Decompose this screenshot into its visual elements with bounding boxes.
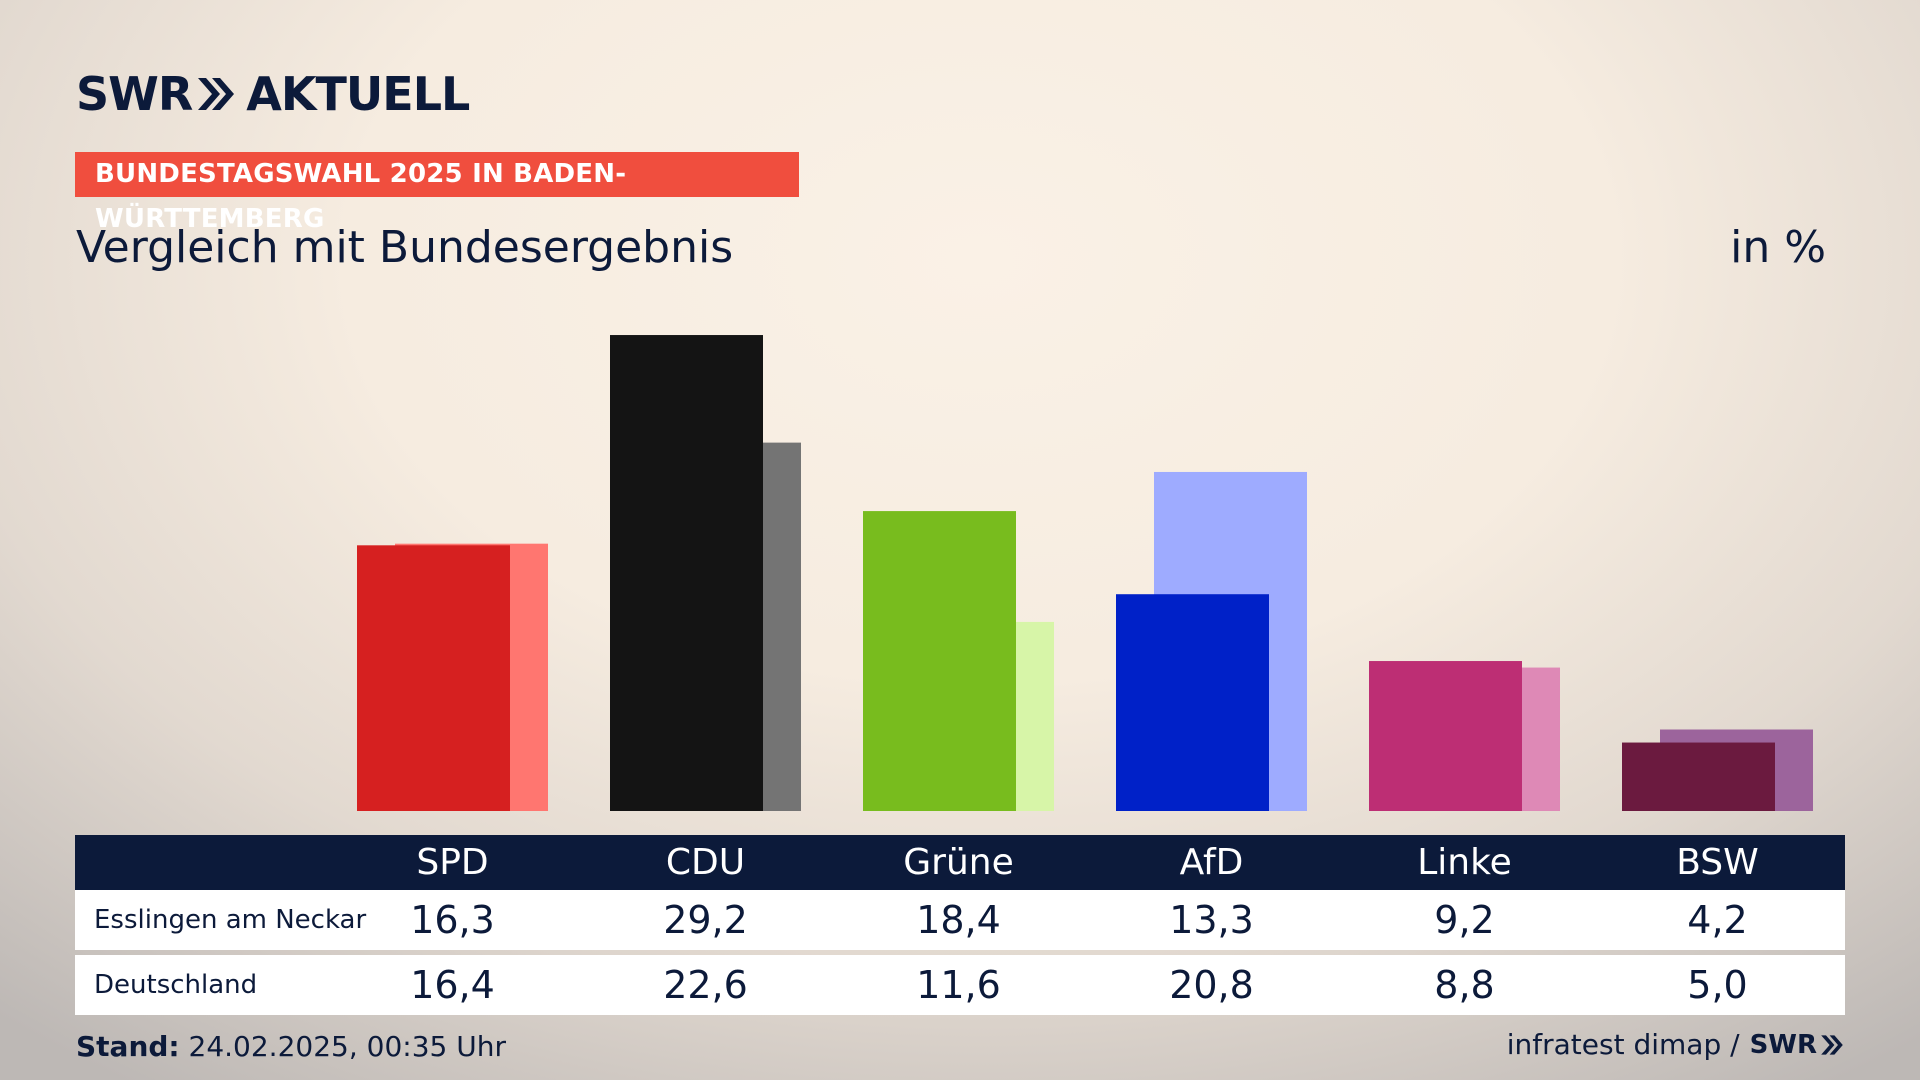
timestamp: Stand: 24.02.2025, 00:35 Uhr (76, 1030, 506, 1063)
double-chevron-icon (198, 78, 235, 110)
logo-aktuell-text: AKTUELL (246, 67, 470, 121)
source-credit: infratest dimap / SWR (1507, 1028, 1844, 1061)
chart-subtitle: Vergleich mit Bundesergebnis (76, 222, 734, 273)
bar-afd-esslingen (1116, 594, 1269, 811)
value-linke: 8,8 (1434, 963, 1495, 1007)
value-linke: 9,2 (1434, 898, 1495, 942)
unit-label: in % (1730, 222, 1826, 273)
swr-mini-logo: SWR (1750, 1030, 1844, 1060)
table-row: Esslingen am Neckar 16,3 29,2 18,4 13,3 9,2 4… (75, 890, 1845, 950)
row-label: Deutschland (94, 970, 258, 1000)
value-cdu: 22,6 (663, 963, 748, 1007)
value-afd: 13,3 (1169, 898, 1254, 942)
value-gr-ne: 18,4 (916, 898, 1001, 942)
bar-linke-esslingen (1369, 661, 1522, 811)
header-gr-ne: Grüne (903, 842, 1014, 883)
election-banner: BUNDESTAGSWAHL 2025 IN BADEN-WÜRTTEMBERG (75, 152, 799, 234)
double-chevron-icon (1821, 1034, 1843, 1055)
value-gr-ne: 11,6 (916, 963, 1001, 1007)
logo-swr-text: SWR (76, 67, 193, 121)
results-table: SPD CDU Grüne AfD Linke BSW Esslingen am Neck… (75, 835, 1845, 1015)
value-cdu: 29,2 (663, 898, 748, 942)
header-linke: Linke (1417, 842, 1512, 883)
source-text: infratest dimap / (1506, 1028, 1740, 1061)
value-spd: 16,3 (410, 898, 495, 942)
stand-label: Stand: (76, 1030, 180, 1063)
stand-value: 24.02.2025, 00:35 Uhr (179, 1030, 506, 1063)
table-header: SPD CDU Grüne AfD Linke BSW (75, 835, 1845, 890)
bar-gr-ne-esslingen (863, 511, 1016, 811)
header-cdu: CDU (665, 842, 746, 883)
swr-aktuell-logo: SWR AKTUELL (76, 64, 470, 124)
header-afd: AfD (1179, 842, 1244, 883)
value-spd: 16,4 (410, 963, 495, 1007)
row-label: Esslingen am Neckar (94, 905, 367, 935)
bar-bsw-esslingen (1622, 742, 1775, 811)
mini-logo-text: SWR (1749, 1029, 1817, 1060)
value-afd: 20,8 (1169, 963, 1254, 1007)
bar-chart (357, 335, 1813, 811)
header-bsw: BSW (1676, 842, 1759, 883)
header-spd: SPD (416, 842, 489, 883)
value-bsw: 4,2 (1687, 898, 1748, 942)
table-row: Deutschland 16,4 22,6 11,6 20,8 8,8 5,0 (75, 955, 1845, 1015)
bar-cdu-esslingen (610, 335, 763, 811)
value-bsw: 5,0 (1687, 963, 1748, 1007)
bar-spd-esslingen (357, 545, 510, 811)
